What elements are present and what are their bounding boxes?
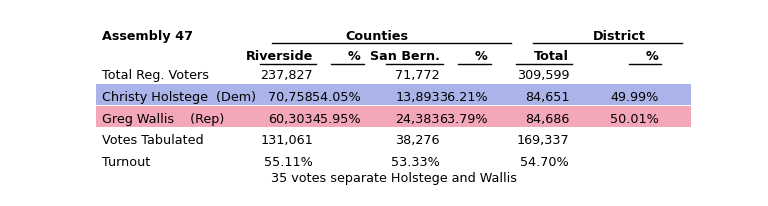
Text: 55.11%: 55.11% [264,155,313,168]
FancyBboxPatch shape [96,106,691,127]
Text: 13,893: 13,893 [396,91,440,103]
Text: 36.21%: 36.21% [439,91,488,103]
Text: Total Reg. Voters: Total Reg. Voters [102,69,209,82]
Text: %: % [646,50,658,63]
Text: Turnout: Turnout [102,155,151,168]
Text: 71,772: 71,772 [396,69,440,82]
Text: 70,758: 70,758 [269,91,313,103]
Text: 35 votes separate Holstege and Wallis: 35 votes separate Holstege and Wallis [270,171,517,184]
Text: %: % [475,50,488,63]
Text: Counties: Counties [345,29,408,42]
Text: San Bern.: San Bern. [370,50,440,63]
Text: 24,383: 24,383 [396,112,440,125]
Text: 53.33%: 53.33% [391,155,440,168]
Text: 84,686: 84,686 [525,112,569,125]
Text: 50.01%: 50.01% [610,112,658,125]
Text: Assembly 47: Assembly 47 [102,29,193,42]
Text: 38,276: 38,276 [396,133,440,146]
FancyBboxPatch shape [96,85,691,106]
Text: Riverside: Riverside [246,50,313,63]
Text: 49.99%: 49.99% [610,91,658,103]
Text: %: % [348,50,361,63]
Text: Greg Wallis    (Rep): Greg Wallis (Rep) [102,112,224,125]
Text: 84,651: 84,651 [525,91,569,103]
Text: 60,303: 60,303 [269,112,313,125]
Text: 169,337: 169,337 [517,133,569,146]
Text: 309,599: 309,599 [517,69,569,82]
Text: District: District [594,29,646,42]
Text: 54.70%: 54.70% [521,155,569,168]
Text: 54.05%: 54.05% [312,91,361,103]
Text: 63.79%: 63.79% [439,112,488,125]
Text: 45.95%: 45.95% [313,112,361,125]
Text: Christy Holstege  (Dem): Christy Holstege (Dem) [102,91,256,103]
Text: Votes Tabulated: Votes Tabulated [102,133,204,146]
Text: 237,827: 237,827 [260,69,313,82]
Text: 131,061: 131,061 [260,133,313,146]
Text: Total: Total [535,50,569,63]
